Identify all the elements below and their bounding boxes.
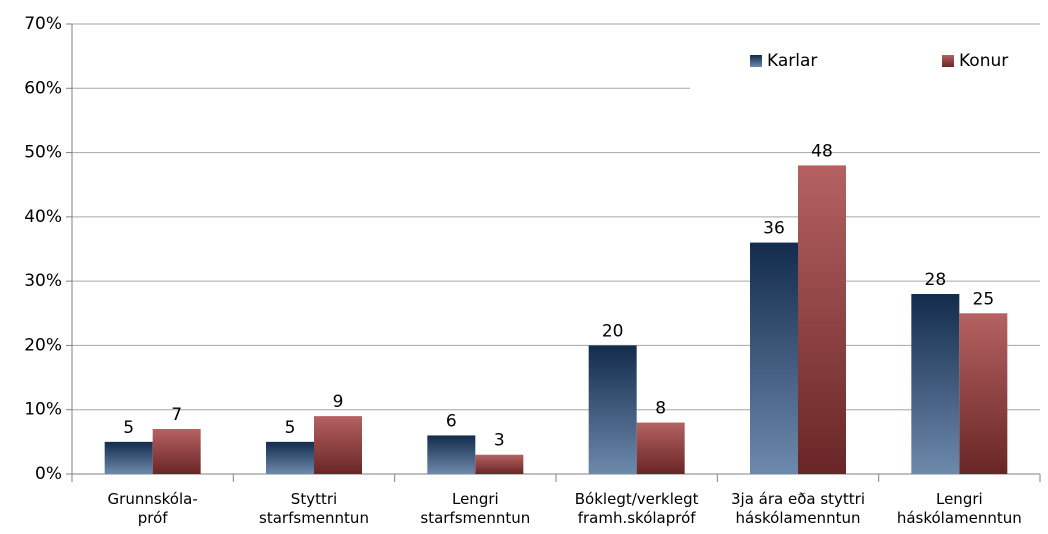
bar [314,416,362,474]
legend-swatch [942,55,954,67]
data-label: 5 [285,418,296,438]
bar [636,422,685,474]
x-tick-label: Bóklegt/verklegt framh.skólapróf [574,490,699,527]
x-tick-label: 3ja ára eða styttri háskólamenntun [730,490,866,527]
bar [427,435,476,474]
bar [104,441,153,474]
data-label: 20 [602,321,624,341]
data-label: 25 [973,289,995,309]
x-tick-label: Styttri starfsmenntun [259,490,369,527]
y-tick-label: 0% [35,464,62,484]
y-tick-label: 10% [24,400,62,420]
bar [475,454,524,474]
y-tick-label: 40% [24,207,62,227]
data-label: 3 [494,431,505,451]
data-label: 5 [123,418,134,438]
bar [798,165,846,474]
data-label: 8 [655,399,666,419]
bar [911,294,960,474]
data-label: 9 [333,392,344,412]
y-tick-label: 20% [24,335,62,355]
bar [588,345,637,474]
legend-background [690,25,1040,95]
legend-swatch [750,55,762,67]
data-label: 7 [171,405,182,425]
y-tick-label: 50% [24,143,62,163]
data-label: 48 [811,141,833,161]
x-tick-label: Grunnskóla- próf [107,490,198,527]
y-tick-label: 70% [24,14,62,34]
x-tick-label: Lengri háskólamenntun [896,490,1022,527]
x-tick-label: Lengri starfsmenntun [420,490,531,527]
bar [750,242,798,474]
legend-label: Karlar [767,51,817,71]
data-label: 6 [446,411,457,431]
bar [152,429,201,474]
data-label: 28 [925,270,947,290]
data-label: 36 [763,219,785,239]
legend-label: Konur [959,51,1008,71]
bar [959,313,1008,474]
y-tick-label: 60% [24,78,62,98]
y-tick-label: 30% [24,271,62,291]
bar [266,441,314,474]
